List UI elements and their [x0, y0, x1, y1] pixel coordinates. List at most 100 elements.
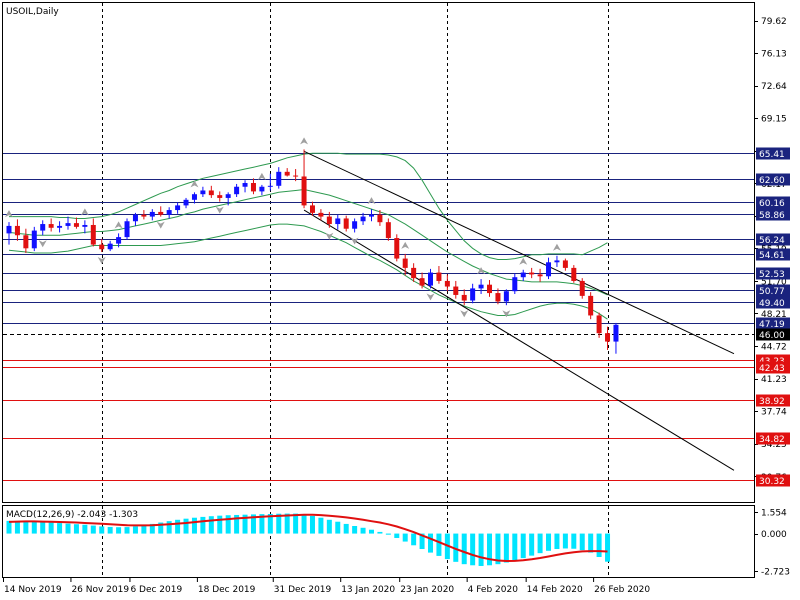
candle-bear	[571, 267, 577, 281]
candle-bear	[436, 272, 442, 281]
candle-bull	[520, 272, 526, 278]
candle-bull	[613, 324, 619, 342]
macd-histogram-bar	[183, 518, 189, 534]
candle-bear	[411, 267, 417, 279]
candle-bear	[301, 176, 307, 206]
candle-bear	[461, 294, 467, 301]
candle-bear	[217, 195, 223, 198]
macd-histogram-bar	[259, 514, 265, 534]
candle-bear	[23, 235, 29, 249]
candle-bear	[99, 244, 105, 250]
candle-bull	[175, 205, 181, 211]
level-tag-bg	[756, 147, 790, 160]
macd-histogram-bar	[461, 533, 467, 565]
fractal-up-arrow	[190, 180, 199, 188]
macd-histogram-bar	[596, 533, 602, 558]
macd-histogram-bar	[90, 525, 96, 534]
fractal-up-arrow	[367, 197, 376, 205]
macd-histogram-bar	[318, 517, 324, 534]
macd-tick-label: -2.723	[761, 568, 790, 578]
macd-histogram-bar	[141, 525, 147, 534]
candle-bear	[343, 218, 349, 229]
candle-bear	[394, 238, 400, 259]
level-tag-bg	[756, 233, 790, 246]
candle-bull	[360, 216, 366, 222]
macd-histogram-bar	[487, 533, 493, 566]
candle-bull	[191, 194, 197, 200]
fractal-down-arrow	[38, 240, 47, 248]
macd-histogram-bar	[512, 533, 518, 561]
time-tick-label: 31 Dec 2019	[274, 585, 332, 595]
macd-histogram-bar	[368, 529, 374, 534]
fractal-markers	[5, 137, 561, 318]
candle-bear	[402, 258, 408, 268]
macd-histogram-bar	[385, 533, 391, 535]
candle-bull	[183, 199, 189, 206]
candle-bull	[40, 224, 46, 231]
fractal-down-arrow	[156, 221, 165, 229]
macd-histogram-bar	[132, 526, 138, 534]
candle-bull	[6, 225, 12, 234]
macd-histogram-bar	[284, 513, 290, 534]
candle-bear	[495, 293, 501, 302]
macd-histogram-bar	[116, 527, 122, 534]
macd-histogram-bar	[377, 531, 383, 534]
fractal-up-arrow	[5, 210, 13, 218]
price-tick-label: 76.13	[761, 50, 787, 60]
level-tag-38-92: 38.92	[759, 397, 785, 407]
level-tag-bg	[756, 296, 790, 309]
macd-histogram-bar	[65, 523, 71, 534]
macd-histogram-bar	[107, 526, 113, 534]
candle-bull	[259, 186, 265, 192]
macd-histogram-bar	[326, 519, 332, 534]
macd-histogram-bar	[588, 533, 594, 553]
level-tag-34-82: 34.82	[759, 435, 785, 445]
candle-bull	[512, 277, 518, 292]
macd-histogram-bar	[571, 533, 577, 549]
time-tick-label: 6 Dec 2019	[130, 585, 182, 595]
level-tag-bg	[756, 173, 790, 186]
fractal-up-arrow	[300, 137, 309, 145]
candle-bear	[377, 214, 383, 223]
candle-bull	[225, 194, 231, 198]
candle-bull	[107, 243, 113, 250]
candle-bear	[141, 214, 147, 217]
level-tag-bg	[756, 474, 790, 487]
fractal-down-arrow	[215, 206, 224, 214]
candle-bull	[65, 223, 71, 226]
level-tag-bg	[756, 196, 790, 209]
level-tag-bg	[756, 361, 790, 374]
candle-bear	[419, 278, 425, 286]
macd-histogram-bar	[520, 533, 526, 559]
candle-bear	[562, 260, 568, 268]
candle-bear	[90, 224, 96, 245]
price-panel-frame	[2, 2, 755, 503]
level-tag-bg	[756, 317, 790, 330]
level-tag-56-24: 56.24	[759, 236, 785, 246]
candle-bear	[208, 190, 214, 196]
candle-bull	[503, 291, 509, 302]
macd-histogram-bar	[453, 533, 459, 562]
macd-histogram-bar	[149, 523, 155, 534]
fractal-down-arrow	[350, 237, 359, 245]
candle-bull	[276, 171, 282, 186]
macd-histogram-bar	[562, 533, 568, 549]
candle-bull	[352, 221, 358, 229]
macd-tick-label: 0.000	[761, 530, 787, 540]
price-tick-label: 48.21	[761, 310, 787, 320]
candle-bull	[470, 288, 476, 301]
level-tag-30-32: 30.32	[759, 477, 785, 487]
macd-histogram-bar	[48, 522, 54, 534]
level-tag-47-19: 47.19	[759, 320, 785, 330]
level-tag-65-41: 65.41	[759, 150, 785, 160]
macd-histogram-bar	[546, 533, 552, 551]
horizontal-levels	[3, 153, 754, 481]
candle-bear	[158, 211, 164, 215]
price-tick-label: 41.23	[761, 375, 787, 385]
macd-histogram-bar	[208, 516, 214, 534]
macd-histogram-bar	[436, 533, 442, 556]
candle-bear	[284, 171, 290, 176]
macd-histogram-bar	[250, 514, 256, 534]
candle-bear	[293, 175, 299, 177]
